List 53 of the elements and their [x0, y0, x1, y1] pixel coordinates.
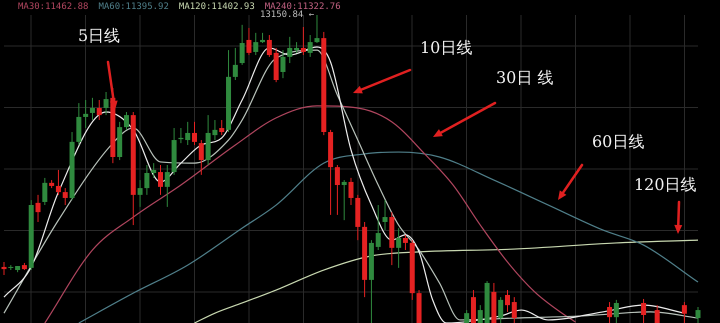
annotation: 10日线	[420, 38, 472, 59]
candlestick	[614, 299, 619, 323]
candlestick	[314, 14, 320, 44]
candlestick	[654, 304, 660, 323]
candlestick	[138, 180, 143, 208]
text: MA60:11395.92	[98, 2, 169, 12]
candlestick	[83, 100, 88, 129]
candlestick	[90, 97, 95, 121]
candlestick	[300, 26, 306, 56]
annotation: 30日 线	[496, 68, 554, 89]
candlestick	[308, 34, 313, 58]
candlestick	[232, 47, 238, 80]
candlestick	[342, 180, 347, 221]
candlestick	[464, 310, 470, 323]
candlestick	[260, 32, 266, 44]
annotation: 5日线	[78, 26, 120, 47]
candlestick	[682, 302, 687, 323]
candlestick	[402, 234, 408, 251]
candlestick	[164, 164, 170, 208]
annotation: 13150.84 ←	[260, 10, 314, 20]
candlestick	[280, 50, 286, 79]
candlestick	[104, 92, 109, 116]
candlestick	[512, 296, 517, 323]
candlestick	[198, 140, 204, 176]
text: MA30:11462.88	[18, 2, 88, 12]
candlestick	[124, 112, 129, 130]
candlestick	[382, 200, 388, 230]
candlestick	[151, 162, 156, 178]
candlestick	[396, 228, 402, 268]
candlestick	[641, 298, 646, 323]
candlestick	[504, 290, 510, 312]
candlestick	[36, 194, 41, 222]
candlestick	[696, 306, 700, 323]
candlestick	[348, 177, 354, 206]
candlestick	[56, 169, 61, 196]
candlestick	[219, 120, 224, 136]
candlestick	[158, 164, 163, 196]
candlestick	[498, 296, 504, 323]
annotation: 60日线	[592, 132, 644, 153]
candlestick	[2, 262, 6, 276]
text: MA120:11402.93	[178, 2, 255, 12]
candlestick	[192, 121, 198, 146]
candlestick	[212, 120, 218, 141]
candlestick	[96, 100, 102, 121]
candlestick	[246, 27, 252, 56]
candlestick	[62, 188, 68, 206]
candlestick	[607, 302, 612, 323]
annotation: 120日线	[634, 175, 697, 196]
candlestick	[144, 164, 150, 196]
candlestick	[253, 32, 258, 56]
candlestick	[334, 164, 340, 216]
candlestick	[42, 177, 48, 206]
candlestick	[240, 24, 245, 66]
